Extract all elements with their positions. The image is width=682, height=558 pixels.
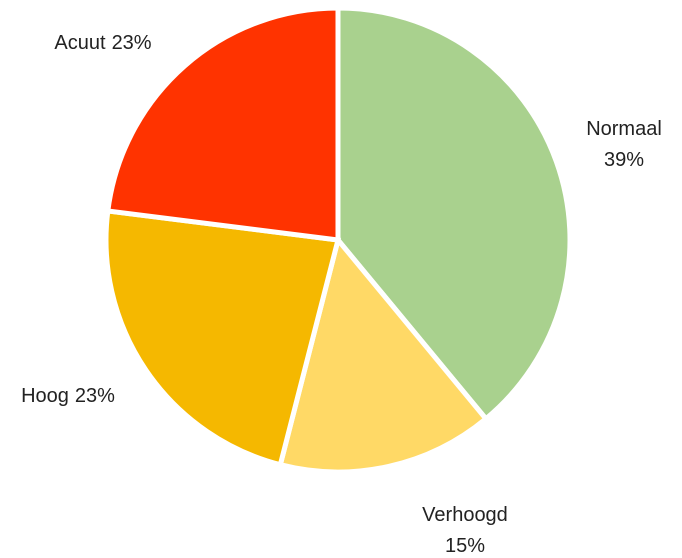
category-name: Normaal [586, 118, 662, 140]
slice-label: Verhoogd 15% [422, 504, 508, 557]
pie-slice [103, 208, 342, 468]
value-label: 23% [112, 32, 152, 54]
category-name: Hoog [21, 385, 69, 407]
slice-label: Acuut 23% [54, 32, 151, 54]
value-label: 15% [445, 535, 485, 557]
pie-slice [105, 5, 341, 243]
pie-slice [335, 5, 573, 423]
value-label: 23% [75, 385, 115, 407]
category-name: Acuut [54, 32, 106, 54]
slice-label: Normaal 39% [586, 118, 662, 171]
slice-label: Hoog 23% [21, 385, 115, 407]
pie-slice [277, 234, 490, 475]
category-name: Verhoogd [422, 504, 508, 526]
value-label: 39% [604, 149, 644, 171]
